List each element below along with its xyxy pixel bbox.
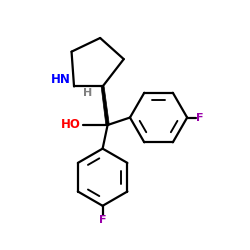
Text: HN: HN [51,72,71,86]
Polygon shape [101,86,109,125]
Text: H: H [83,88,92,98]
Text: HO: HO [60,118,80,132]
Text: F: F [196,112,203,122]
Text: F: F [99,215,106,225]
